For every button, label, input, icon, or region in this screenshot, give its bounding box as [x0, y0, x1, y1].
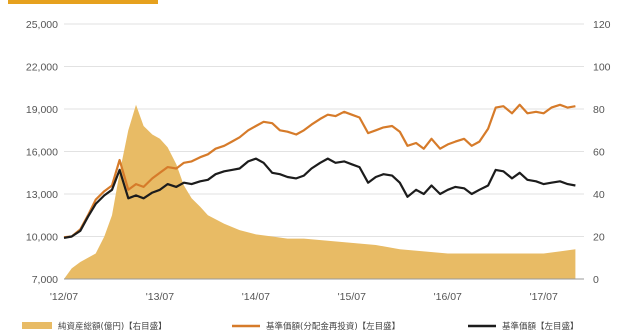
- legend-swatch: [22, 322, 52, 329]
- line-series-layer: [63, 103, 576, 239]
- legend-label: 基準価額【左目盛】: [502, 321, 579, 332]
- y-left-tick-label: 13,000: [26, 189, 58, 201]
- y-left-tick-label: 19,000: [26, 104, 58, 116]
- x-tick-label: '17/07: [530, 291, 558, 303]
- x-tick-label: '13/07: [146, 291, 174, 303]
- legend-label: 基準価額(分配金再投資)【左目盛】: [266, 321, 400, 332]
- y-right-tick-label: 100: [593, 62, 611, 74]
- x-tick-label: '15/07: [338, 291, 366, 303]
- y-left-tick-label: 22,000: [26, 62, 58, 74]
- series-line-nav: [63, 157, 576, 239]
- y-left-tick-label: 10,000: [26, 232, 58, 244]
- y-left-tick-label: 16,000: [26, 147, 58, 159]
- x-tick-label: '12/07: [50, 291, 78, 303]
- legend: 純資産総額(億円)【右目盛】 基準価額(分配金再投資)【左目盛】 基準価額【左目盛】: [22, 321, 579, 332]
- y-right-tick-label: 0: [593, 274, 599, 286]
- y-left-tick-label: 25,000: [26, 19, 58, 31]
- y-right-tick-label: 40: [593, 189, 605, 201]
- y-right-tick-label: 120: [593, 19, 611, 31]
- y-axis-right-labels: 0 20 40 60 80 100 120: [593, 19, 611, 286]
- y-right-tick-label: 60: [593, 147, 605, 159]
- area-series-layer: [64, 104, 576, 279]
- series-area-net-assets: [64, 104, 576, 279]
- x-tick-label: '14/07: [242, 291, 270, 303]
- y-axis-left-labels: 7,000 10,000 13,000 16,000 19,000 22,000 25,00…: [26, 19, 58, 286]
- x-tick-label: '16/07: [434, 291, 462, 303]
- legend-label: 純資産総額(億円)【右目盛】: [58, 321, 167, 332]
- x-axis-labels: '12/07 '13/07 '14/07 '15/07 '16/07 '17/07: [50, 291, 558, 303]
- y-left-tick-label: 7,000: [32, 274, 58, 286]
- y-right-tick-label: 20: [593, 232, 605, 244]
- y-right-tick-label: 80: [593, 104, 605, 116]
- series-line-nav-reinvested: [63, 103, 576, 239]
- header-accent-bar: [8, 0, 158, 4]
